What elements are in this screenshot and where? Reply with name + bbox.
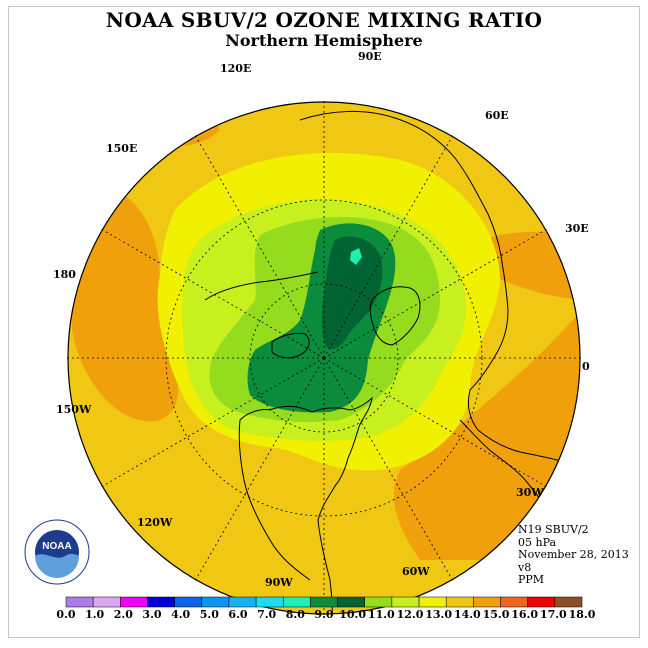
colorbar-swatch — [201, 596, 230, 608]
colorbar-swatch — [527, 596, 556, 608]
label-lon-90e: 90E — [358, 50, 382, 63]
colorbar-tick-label: 3.0 — [142, 608, 162, 621]
colorbar-swatch — [255, 596, 284, 608]
colorbar-tick-label: 8.0 — [285, 608, 305, 621]
colorbar-tick-label: 14.0 — [453, 608, 481, 621]
colorbar-swatch — [174, 596, 203, 608]
label-lon-30w: 30W — [516, 486, 544, 499]
info-date: November 28, 2013 — [518, 548, 629, 562]
colorbar-tick-label: 10.0 — [339, 608, 367, 621]
colorbar-swatch — [147, 596, 175, 608]
colorbar-tick-label: 13.0 — [425, 608, 453, 621]
label-lon-30e: 30E — [565, 222, 589, 235]
noaa-logo: NOAA — [24, 519, 90, 585]
colorbar-swatch — [391, 596, 420, 608]
colorbar-swatch — [554, 596, 583, 608]
label-lon-150e: 150E — [106, 142, 138, 155]
label-lon-90w: 90W — [265, 576, 293, 589]
coastline-greenland — [369, 286, 421, 346]
ozone-field — [68, 102, 580, 614]
label-lon-60e: 60E — [485, 109, 509, 122]
colorbar-tick-label: 0.0 — [56, 608, 76, 621]
colorbar-tick-label: 12.0 — [396, 608, 424, 621]
label-lon-180: 180 — [53, 268, 76, 281]
colorbar — [65, 596, 583, 608]
colorbar-swatch — [337, 596, 365, 608]
colorbar-tick-label: 7.0 — [257, 608, 277, 621]
colorbar-swatch — [120, 596, 148, 608]
colorbar-tick-label: 16.0 — [511, 608, 539, 621]
colorbar-swatch — [65, 596, 94, 608]
colorbar-swatch — [92, 596, 121, 608]
colorbar-swatch — [500, 596, 528, 608]
product-info: N19 SBUV/2 05 hPa November 28, 2013 v8 P… — [518, 523, 629, 587]
colorbar-swatch — [283, 596, 311, 608]
info-version: v8 — [518, 560, 532, 574]
colorbar-tick-label: 15.0 — [482, 608, 510, 621]
info-level: 05 hPa — [518, 535, 557, 549]
colorbar-tick-label: 18.0 — [568, 608, 596, 621]
ozone-band-cyan — [350, 248, 362, 265]
colorbar-swatch — [445, 596, 474, 608]
latitude-circle-60 — [249, 283, 399, 433]
ozone-band-darkest-green — [321, 236, 383, 350]
colorbar-tick-label: 6.0 — [228, 608, 248, 621]
colorbar-tick-label: 4.0 — [171, 608, 191, 621]
colorbar-tick-label: 5.0 — [199, 608, 219, 621]
label-lon-0: 0 — [582, 360, 590, 373]
colorbar-swatch — [364, 596, 393, 608]
latitude-circle-30 — [165, 199, 483, 517]
ozone-band-enhanced-west — [70, 185, 179, 422]
colorbar-swatch — [473, 596, 501, 608]
colorbar-swatch — [228, 596, 257, 608]
label-lon-120e: 120E — [220, 62, 252, 75]
coastline-eurasia — [299, 111, 579, 467]
info-units: PPM — [518, 573, 545, 587]
info-instrument: N19 SBUV/2 — [518, 523, 589, 536]
coastline-arctic-islands — [271, 332, 310, 359]
colorbar-tick-label: 2.0 — [113, 608, 133, 621]
colorbar-tick-labels: 0.0 1.0 2.0 3.0 4.0 5.0 6.0 7.0 8.0 9.0 10.0 11.0 12… — [0, 608, 648, 622]
coastline-north-america — [238, 396, 373, 614]
colorbar-swatch — [418, 596, 447, 608]
page-subtitle: Northern Hemisphere — [225, 31, 423, 50]
map-border — [67, 101, 581, 615]
coastline-asia-arctic — [204, 271, 319, 301]
graticule — [66, 100, 582, 616]
noaa-logo-text: NOAA — [42, 541, 71, 552]
figure-frame — [8, 6, 640, 638]
label-lon-60w: 60W — [402, 565, 430, 578]
label-lon-120w: 120W — [137, 516, 173, 529]
colorbar-tick-label: 11.0 — [367, 608, 395, 621]
coastlines — [204, 111, 579, 614]
colorbar-tick-label: 17.0 — [539, 608, 567, 621]
colorbar-swatch — [310, 596, 338, 608]
page-title: NOAA SBUV/2 OZONE MIXING RATIO — [105, 8, 543, 32]
colorbar-tick-label: 1.0 — [85, 608, 105, 621]
label-lon-150w: 150W — [56, 403, 92, 416]
colorbar-tick-label: 9.0 — [314, 608, 334, 621]
